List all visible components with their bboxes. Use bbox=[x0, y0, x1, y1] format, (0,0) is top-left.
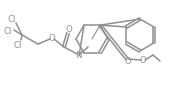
Text: Cl: Cl bbox=[4, 27, 12, 36]
Text: O: O bbox=[140, 56, 146, 65]
Text: N: N bbox=[75, 51, 81, 59]
Text: O: O bbox=[49, 33, 55, 42]
Text: O: O bbox=[125, 57, 131, 66]
Text: Cl: Cl bbox=[14, 41, 22, 50]
Text: Cl: Cl bbox=[8, 15, 16, 24]
Text: O: O bbox=[66, 25, 72, 33]
